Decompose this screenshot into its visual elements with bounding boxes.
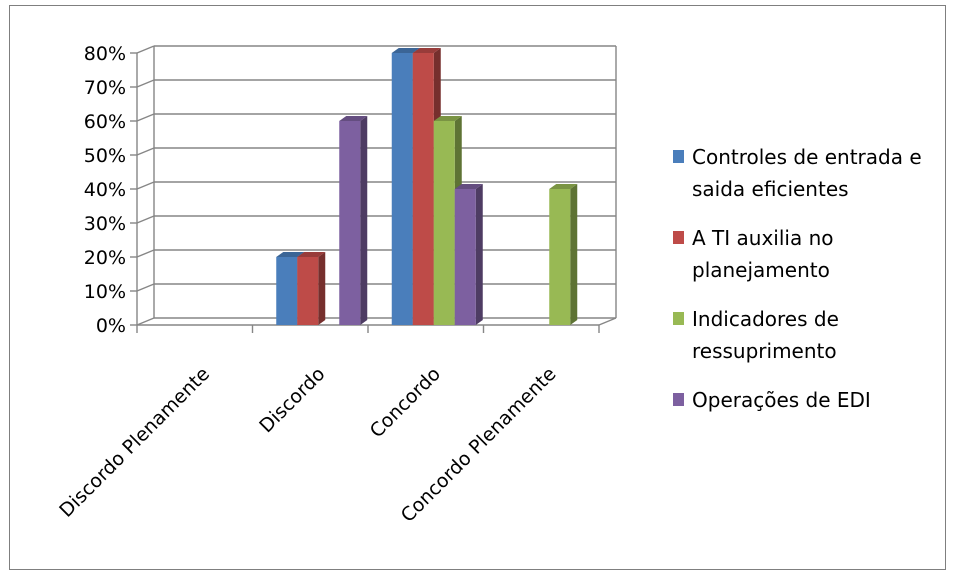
- legend-swatch: [673, 150, 684, 163]
- bar-front: [433, 121, 455, 325]
- bar-top: [297, 252, 326, 257]
- gridline-depth: [136, 79, 155, 88]
- bar-top: [412, 48, 441, 53]
- legend-label: saida eficientes: [692, 177, 849, 201]
- bar-side: [318, 252, 326, 325]
- y-tick-label: 40%: [84, 179, 126, 201]
- y-tick-label: 70%: [84, 77, 126, 99]
- legend-label: Controles de entrada e: [692, 145, 922, 169]
- y-axis-tick-labels: 0% 10% 20% 30% 40% 50% 60% 70% 80%: [84, 43, 126, 337]
- y-tick-label: 60%: [84, 111, 126, 133]
- legend-swatch: [673, 393, 684, 406]
- bar-top: [276, 252, 305, 257]
- legend-entry: A TI auxilia no planejamento: [673, 226, 833, 282]
- legend-label: A TI auxilia no: [692, 226, 833, 250]
- bar-front: [339, 121, 361, 325]
- x-category-label: Concordo: [366, 363, 445, 442]
- legend: Controles de entrada e saida eficientes A …: [673, 145, 922, 412]
- y-tick-label: 50%: [84, 145, 126, 167]
- x-axis-category-labels: Discordo Plenamente Discordo ConcordoConco…: [55, 363, 560, 527]
- y-tick-label: 30%: [84, 213, 126, 235]
- legend-label: Indicadores de: [692, 307, 839, 331]
- gridlines: [136, 45, 616, 326]
- bar: [339, 116, 368, 325]
- legend-label: ressuprimento: [692, 339, 837, 363]
- axes: [130, 46, 617, 333]
- bar-side: [570, 184, 578, 325]
- gridline-depth: [136, 147, 155, 156]
- gridline-depth: [136, 181, 155, 190]
- gridline-depth: [136, 45, 155, 54]
- bar-front: [391, 53, 413, 325]
- legend-entry: Operações de EDI: [673, 388, 871, 412]
- bar-front: [549, 189, 571, 325]
- bar-front: [297, 257, 319, 325]
- legend-entry: Indicadores de ressuprimento: [673, 307, 839, 363]
- legend-swatch: [673, 312, 684, 325]
- bar-front: [454, 189, 476, 325]
- bars: [276, 48, 578, 325]
- bar-top: [549, 184, 578, 189]
- bar-top: [339, 116, 368, 121]
- bar: [297, 252, 326, 325]
- gridline-depth: [136, 215, 155, 224]
- gridline-depth: [136, 113, 155, 122]
- legend-label: Operações de EDI: [692, 388, 871, 412]
- floor-right-edge: [598, 317, 617, 326]
- gridline-depth: [136, 249, 155, 258]
- bar-top: [433, 116, 462, 121]
- gridline-depth: [136, 283, 155, 292]
- x-category-label: Discordo Plenamente: [55, 363, 214, 522]
- bar-side: [360, 116, 368, 325]
- x-category-label: Discordo: [255, 363, 329, 437]
- bar-top: [454, 184, 483, 189]
- bar-side: [475, 184, 483, 325]
- bar: [454, 184, 483, 325]
- legend-swatch: [673, 231, 684, 244]
- legend-entry: Controles de entrada e saida eficientes: [673, 145, 922, 201]
- y-tick-label: 0%: [96, 315, 126, 337]
- gridline-depth: [136, 317, 155, 326]
- y-tick-label: 80%: [84, 43, 126, 65]
- bar: [549, 184, 578, 325]
- y-tick-label: 20%: [84, 247, 126, 269]
- y-tick-label: 10%: [84, 281, 126, 303]
- bar-front: [412, 53, 434, 325]
- bar-top: [391, 48, 420, 53]
- legend-label: planejamento: [692, 258, 830, 282]
- bar-front: [276, 257, 298, 325]
